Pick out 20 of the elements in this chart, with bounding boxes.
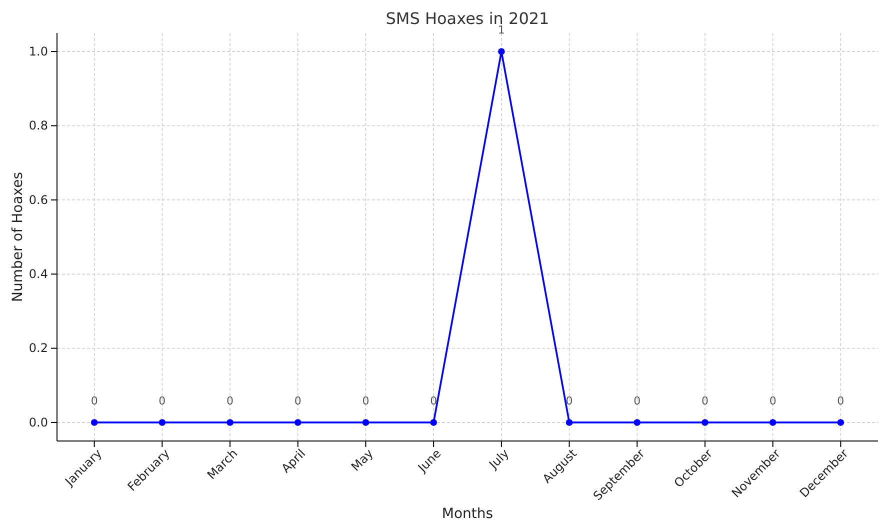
y-tick-label: 0.8	[28, 118, 48, 133]
data-label: 0	[158, 394, 166, 408]
data-label: 0	[566, 394, 573, 408]
data-label: 0	[362, 394, 370, 408]
data-label: 0	[90, 394, 98, 408]
data-label: 1	[498, 24, 505, 37]
y-tick-label: 0.6	[28, 192, 48, 207]
data-label: 0	[769, 394, 776, 408]
y-tick-label: 0.0	[28, 415, 48, 430]
data-label: 0	[294, 394, 302, 408]
data-label: 0	[430, 394, 438, 408]
data-label: 0	[701, 394, 708, 408]
data-label: 0	[837, 394, 844, 408]
x-axis-title: Months	[442, 506, 494, 522]
data-label: 0	[226, 394, 234, 408]
y-axis-title: Number of Hoaxes	[10, 172, 26, 302]
y-tick-label: 0.4	[28, 266, 48, 281]
y-tick-label: 0.2	[28, 341, 48, 356]
data-label: 0	[634, 394, 641, 408]
y-tick-label: 1.0	[28, 44, 48, 58]
